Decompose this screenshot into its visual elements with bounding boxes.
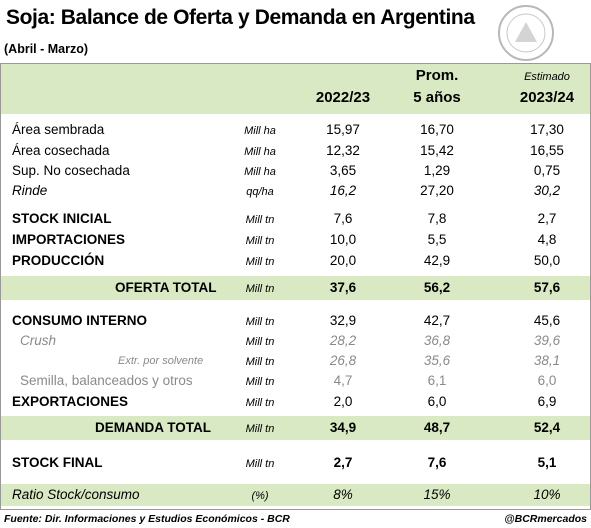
cell-value: 4,8 <box>537 232 557 247</box>
cell-value: 4,7 <box>333 373 353 388</box>
cell-value: 10,0 <box>329 232 357 247</box>
cell-value: 1,29 <box>423 163 451 178</box>
row-unit: qq/ha <box>246 186 274 198</box>
cell-value: 8% <box>333 487 353 502</box>
row-unit: Mill tn <box>245 423 275 435</box>
cell-value: 15,42 <box>420 143 454 158</box>
cell-value: 52,4 <box>533 420 561 435</box>
row-unit: Mill tn <box>245 256 275 268</box>
row-label: Semilla, balanceados y otros <box>20 373 193 388</box>
cell-value: 6,0 <box>427 394 447 409</box>
cell-value: 56,2 <box>423 280 451 295</box>
cell-value: 30,2 <box>533 183 561 198</box>
cell-value: 5,5 <box>427 232 447 247</box>
column-header: 2022/23 <box>315 89 371 106</box>
row-unit: Mill tn <box>245 283 275 295</box>
row-unit: (%) <box>251 490 269 502</box>
cell-value: 3,65 <box>329 163 357 178</box>
cell-value: 16,55 <box>530 143 564 158</box>
row-band <box>1 416 590 440</box>
row-label: Área cosechada <box>12 143 110 158</box>
cell-value: 36,8 <box>423 333 451 348</box>
subtitle: (Abril - Marzo) <box>4 42 89 56</box>
cell-value: 34,9 <box>329 420 357 435</box>
cell-value: 20,0 <box>329 253 357 268</box>
row-label: OFERTA TOTAL <box>115 280 217 295</box>
row-label: Extr. por solvente <box>118 355 204 367</box>
title: Soja: Balance de Oferta y Demanda en Arg… <box>6 6 475 29</box>
cell-value: 7,8 <box>427 211 447 226</box>
logo <box>498 5 554 61</box>
cell-value: 37,6 <box>329 280 357 295</box>
row-label: STOCK INICIAL <box>12 211 112 226</box>
cell-value: 32,9 <box>329 313 357 328</box>
footer-handle: @BCRmercados <box>504 513 587 525</box>
row-label: Área sembrada <box>12 122 105 137</box>
footer-source: Fuente: Dir. Informaciones y Estudios Ec… <box>4 513 290 525</box>
row-unit: Mill tn <box>245 376 275 388</box>
cell-value: 42,7 <box>423 313 451 328</box>
row-unit: Mill ha <box>244 166 276 178</box>
cell-value: 16,70 <box>420 122 454 137</box>
row-label: IMPORTACIONES <box>12 232 126 247</box>
row-label: CONSUMO INTERNO <box>12 313 147 328</box>
column-header: 2023/24 <box>519 89 575 106</box>
cell-value: 27,20 <box>420 183 454 198</box>
row-label: EXPORTACIONES <box>12 394 129 409</box>
row-unit: Mill tn <box>245 336 275 348</box>
row-unit: Mill tn <box>245 458 275 470</box>
row-unit: Mill tn <box>245 356 275 368</box>
cell-value: 5,1 <box>537 455 557 470</box>
column-header-top: Prom. <box>415 67 459 84</box>
row-unit: Mill tn <box>245 235 275 247</box>
header-band <box>1 63 590 114</box>
cell-value: 38,1 <box>533 353 561 368</box>
row-label: STOCK FINAL <box>12 455 103 470</box>
cell-value: 16,2 <box>329 183 357 198</box>
row-label: Crush <box>20 333 57 348</box>
column-header-top: Estimado <box>524 71 570 83</box>
cell-value: 2,7 <box>537 211 557 226</box>
cell-value: 2,0 <box>333 394 353 409</box>
cell-value: 45,6 <box>533 313 561 328</box>
cell-value: 17,30 <box>530 122 564 137</box>
row-label: Rinde <box>12 183 48 198</box>
column-header: 5 años <box>413 89 461 106</box>
row-unit: Mill ha <box>244 146 276 158</box>
cell-value: 48,7 <box>423 420 451 435</box>
cell-value: 15% <box>423 487 451 502</box>
cell-value: 7,6 <box>427 455 447 470</box>
row-label: Sup. No cosechada <box>12 163 130 178</box>
row-label: DEMANDA TOTAL <box>95 420 211 435</box>
row-band <box>1 276 590 300</box>
row-unit: Mill tn <box>245 397 275 409</box>
cell-value: 57,6 <box>533 280 561 295</box>
cell-value: 39,6 <box>533 333 561 348</box>
cell-value: 35,6 <box>423 353 451 368</box>
cell-value: 15,97 <box>326 122 360 137</box>
cell-value: 28,2 <box>329 333 357 348</box>
cell-value: 10% <box>533 487 561 502</box>
row-unit: Mill ha <box>244 125 276 137</box>
row-band <box>1 484 590 506</box>
cell-value: 0,75 <box>533 163 561 178</box>
row-unit: Mill tn <box>245 214 275 226</box>
row-label: Ratio Stock/consumo <box>12 487 140 502</box>
cell-value: 50,0 <box>533 253 561 268</box>
cell-value: 6,9 <box>537 394 557 409</box>
cell-value: 26,8 <box>329 353 357 368</box>
cell-value: 6,0 <box>537 373 557 388</box>
cell-value: 12,32 <box>326 143 360 158</box>
cell-value: 7,6 <box>333 211 353 226</box>
cell-value: 6,1 <box>427 373 447 388</box>
cell-value: 42,9 <box>423 253 451 268</box>
row-unit: Mill tn <box>245 316 275 328</box>
row-label: PRODUCCIÓN <box>12 253 105 268</box>
cell-value: 2,7 <box>333 455 353 470</box>
